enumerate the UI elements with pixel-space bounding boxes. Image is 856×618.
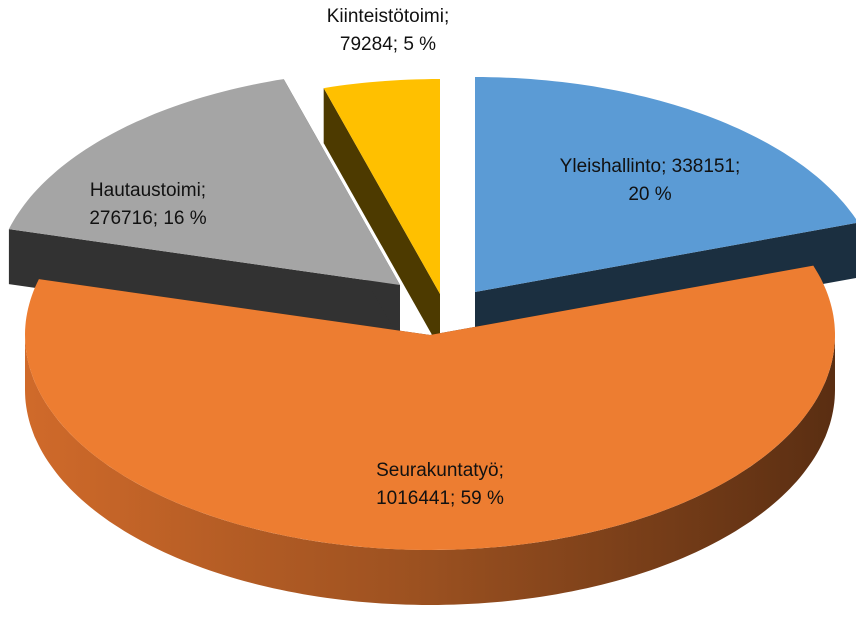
slice [8, 79, 401, 340]
data-label: Seurakuntatyö; 1016441; 59 % [376, 460, 504, 509]
slice-rim [25, 335, 835, 605]
data-label-line: 276716; 16 % [89, 208, 206, 229]
slice-top [25, 265, 835, 550]
data-label-line: Yleishallinto; 338151; [560, 156, 741, 177]
slice-wall [323, 88, 440, 349]
data-label-line: Kiinteistötoimi; [327, 6, 450, 27]
data-label: Yleishallinto; 338151; 20 % [560, 156, 741, 205]
slice-top [475, 77, 856, 292]
data-label: Kiinteistötoimi; 79284; 5 % [327, 6, 450, 55]
data-label-line: Seurakuntatyö; [376, 460, 504, 481]
slice-top [8, 79, 401, 285]
slice-wall [8, 229, 401, 340]
data-label: Hautaustoimi; 276716; 16 % [89, 180, 206, 229]
data-label-line: 79284; 5 % [340, 34, 436, 55]
slice-top [323, 79, 440, 294]
data-label-line: 1016441; 59 % [376, 488, 504, 509]
data-label-line: 20 % [628, 184, 671, 205]
slice [25, 265, 835, 605]
slice [323, 79, 440, 349]
data-label-line: Hautaustoimi; [90, 180, 206, 201]
